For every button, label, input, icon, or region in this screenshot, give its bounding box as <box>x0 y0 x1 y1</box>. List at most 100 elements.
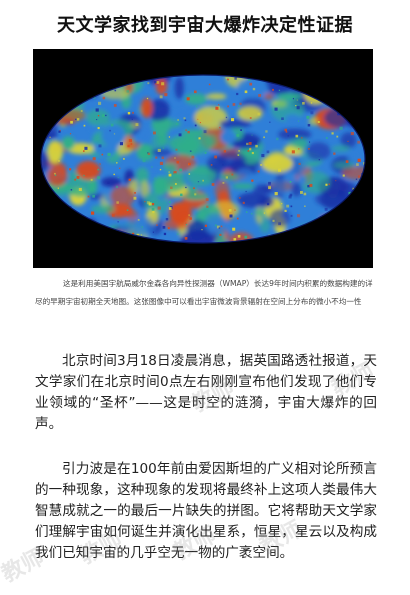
temperature-blob <box>216 150 247 170</box>
temperature-speck <box>238 154 240 156</box>
temperature-speck <box>132 232 135 235</box>
temperature-speck <box>118 220 120 222</box>
temperature-speck <box>222 182 225 184</box>
temperature-speck <box>156 81 160 84</box>
temperature-speck <box>232 103 236 106</box>
temperature-speck <box>238 197 241 199</box>
temperature-speck <box>154 177 156 179</box>
temperature-speck <box>168 171 170 173</box>
temperature-speck <box>113 133 116 135</box>
temperature-blob <box>66 174 96 197</box>
article-paragraph-1: 北京时间3月18日凌晨消息，据英国路透社报道，天文学家们在北京时间0点左右刚刚宣… <box>35 353 377 432</box>
temperature-blob <box>124 134 133 150</box>
temperature-speck <box>126 209 129 211</box>
temperature-speck <box>225 176 228 179</box>
temperature-speck <box>201 229 203 231</box>
temperature-speck <box>214 155 218 159</box>
temperature-speck <box>128 139 132 143</box>
temperature-blob <box>180 229 214 243</box>
temperature-speck <box>317 121 320 123</box>
article-paragraph-2: 引力波是在100年前由爱因斯坦的广义相对论所预言的一种现象，这种现象的发现将最终… <box>35 461 377 561</box>
temperature-speck <box>225 77 227 79</box>
temperature-speck <box>357 175 361 178</box>
temperature-speck <box>285 131 288 133</box>
temperature-blob <box>155 78 168 95</box>
temperature-speck <box>194 193 197 196</box>
temperature-speck <box>191 155 195 159</box>
temperature-speck <box>95 108 99 112</box>
temperature-speck <box>295 105 297 107</box>
temperature-speck <box>115 185 119 188</box>
temperature-speck <box>303 192 307 196</box>
temperature-speck <box>69 133 72 135</box>
temperature-speck <box>69 168 72 171</box>
temperature-speck <box>236 133 240 137</box>
temperature-speck <box>302 102 305 105</box>
temperature-blob <box>205 134 218 148</box>
temperature-speck <box>142 159 146 163</box>
temperature-speck <box>263 212 265 214</box>
temperature-speck <box>176 160 180 164</box>
temperature-speck <box>204 224 207 227</box>
temperature-speck <box>113 173 115 176</box>
temperature-speck <box>185 129 187 132</box>
temperature-speck <box>252 87 256 91</box>
temperature-speck <box>222 164 224 166</box>
temperature-speck <box>205 198 209 201</box>
temperature-speck <box>310 111 314 115</box>
temperature-blob <box>88 193 105 200</box>
temperature-speck <box>234 209 236 211</box>
temperature-speck <box>247 150 250 152</box>
temperature-speck <box>135 123 139 126</box>
temperature-speck <box>234 77 237 80</box>
temperature-speck <box>291 150 295 154</box>
temperature-speck <box>268 181 271 185</box>
temperature-speck <box>218 104 220 106</box>
temperature-speck <box>58 160 60 162</box>
temperature-speck <box>194 90 197 94</box>
temperature-speck <box>173 206 176 209</box>
temperature-speck <box>188 173 191 175</box>
temperature-speck <box>245 190 247 193</box>
temperature-speck <box>268 186 271 190</box>
temperature-blob <box>163 219 188 230</box>
temperature-speck <box>91 211 95 215</box>
temperature-speck <box>203 130 207 134</box>
temperature-speck <box>296 99 298 101</box>
temperature-speck <box>269 121 271 123</box>
temperature-speck <box>356 163 359 166</box>
temperature-speck <box>197 181 200 183</box>
temperature-speck <box>301 137 303 139</box>
temperature-speck <box>205 237 207 240</box>
temperature-speck <box>178 133 182 137</box>
temperature-speck <box>157 206 161 210</box>
temperature-speck <box>110 123 114 127</box>
temperature-speck <box>348 191 352 195</box>
temperature-speck <box>186 97 190 101</box>
temperature-speck <box>309 141 311 143</box>
temperature-speck <box>342 174 345 177</box>
temperature-speck <box>274 107 278 111</box>
temperature-blob <box>61 136 75 151</box>
temperature-speck <box>57 187 59 189</box>
temperature-speck <box>324 207 328 211</box>
sky-map-ellipse <box>41 75 365 243</box>
temperature-blob <box>235 168 255 183</box>
temperature-speck <box>170 186 173 189</box>
temperature-blob <box>333 161 356 169</box>
temperature-speck <box>352 187 355 190</box>
temperature-speck <box>296 106 300 110</box>
temperature-speck <box>132 111 134 114</box>
temperature-speck <box>355 178 358 180</box>
temperature-speck <box>78 187 82 191</box>
temperature-speck <box>151 166 153 168</box>
temperature-speck <box>266 202 270 206</box>
temperature-speck <box>281 117 284 120</box>
temperature-speck <box>126 90 129 93</box>
temperature-speck <box>347 140 349 142</box>
temperature-blob <box>186 165 216 186</box>
temperature-blob <box>259 218 271 233</box>
temperature-speck <box>237 154 240 156</box>
temperature-speck <box>49 136 51 138</box>
temperature-speck <box>168 173 172 177</box>
